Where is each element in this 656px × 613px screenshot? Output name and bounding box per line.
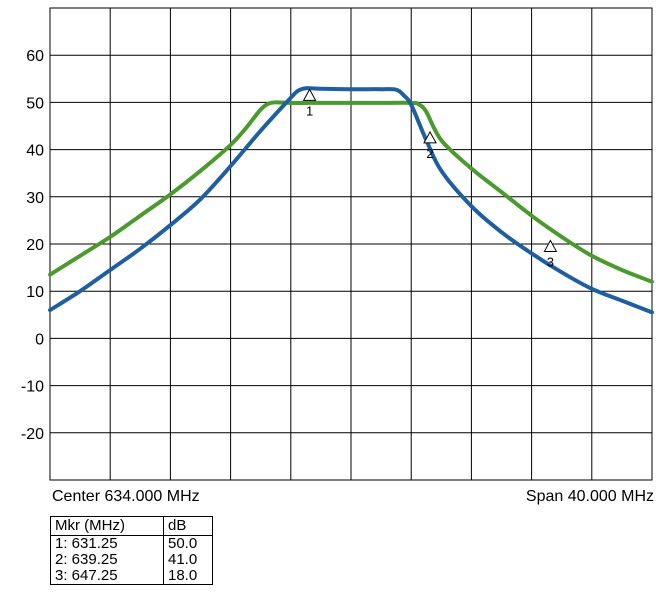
y-tick-label: 40 bbox=[26, 143, 44, 160]
marker-row-1-freq: 1: 631.25 bbox=[50, 535, 164, 552]
y-tick-label: 20 bbox=[26, 237, 44, 254]
db-column-header: dB bbox=[163, 516, 213, 536]
marker-row-1-db: 50.0 bbox=[168, 535, 198, 552]
marker-row-3: 3: 647.25 18.0 bbox=[50, 567, 213, 585]
y-tick-label: 0 bbox=[35, 331, 44, 348]
marker-row-1: 1: 631.25 50.0 bbox=[50, 535, 213, 552]
marker-table-header: Mkr (MHz) dB bbox=[50, 516, 213, 536]
y-tick-label: -10 bbox=[21, 379, 44, 396]
marker-row-3-freq: 3: 647.25 bbox=[50, 568, 164, 585]
marker-row-2-freq: 2: 639.25 bbox=[50, 552, 164, 568]
center-frequency-label: Center 634.000 MHz bbox=[52, 488, 200, 505]
y-tick-label: 50 bbox=[26, 95, 44, 112]
marker-3-label: 3 bbox=[547, 254, 554, 269]
marker-table: Mkr (MHz) dB 1: 631.25 50.0 2: 639.25 41… bbox=[50, 516, 213, 585]
marker-1-label: 1 bbox=[306, 103, 313, 118]
marker-row-2-db: 41.0 bbox=[168, 551, 198, 568]
marker-column-header: Mkr (MHz) bbox=[50, 516, 164, 536]
span-label: Span 40.000 MHz bbox=[525, 488, 654, 505]
y-tick-label: 30 bbox=[26, 190, 44, 207]
y-tick-label: 10 bbox=[26, 284, 44, 301]
marker-2-triangle bbox=[423, 130, 437, 144]
trace-line-1 bbox=[48, 100, 654, 284]
plot-frame bbox=[49, 7, 653, 481]
y-tick-label: 60 bbox=[26, 48, 44, 65]
marker-1-triangle bbox=[302, 88, 317, 101]
marker-row-2: 2: 639.25 41.0 bbox=[50, 551, 213, 568]
y-tick-label: -20 bbox=[21, 426, 44, 443]
marker-3-triangle bbox=[543, 239, 558, 252]
trace-line-2 bbox=[48, 86, 654, 315]
marker-row-3-db: 18.0 bbox=[168, 567, 198, 584]
marker-2-label: 2 bbox=[426, 146, 433, 161]
